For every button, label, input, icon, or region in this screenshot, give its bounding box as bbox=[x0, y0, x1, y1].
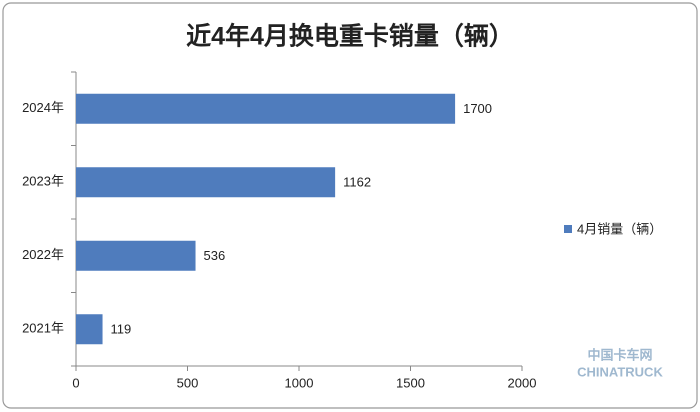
chart-title: 近4年4月换电重卡销量（辆） bbox=[186, 22, 514, 51]
data-label: 1162 bbox=[343, 175, 371, 190]
legend-swatch bbox=[564, 225, 572, 233]
x-tick-label: 2000 bbox=[508, 375, 537, 390]
bar bbox=[76, 93, 456, 124]
legend-label: 4月销量（辆） bbox=[577, 221, 662, 236]
bar bbox=[76, 314, 103, 345]
bar bbox=[76, 167, 336, 198]
bar bbox=[76, 240, 196, 271]
data-label: 1700 bbox=[463, 101, 492, 116]
y-tick-label: 2021年 bbox=[22, 321, 64, 336]
y-tick-label: 2022年 bbox=[22, 247, 64, 262]
x-tick-label: 500 bbox=[177, 375, 199, 390]
y-tick-label: 2023年 bbox=[22, 174, 64, 189]
x-tick-label: 1000 bbox=[285, 375, 314, 390]
x-tick-label: 1500 bbox=[396, 375, 425, 390]
watermark: CHINATRUCK bbox=[577, 364, 663, 379]
x-tick-label: 0 bbox=[72, 375, 79, 390]
data-label: 536 bbox=[204, 248, 226, 263]
y-tick-label: 2024年 bbox=[22, 100, 64, 115]
data-label: 119 bbox=[111, 322, 132, 337]
watermark: 中国卡车网 bbox=[587, 347, 652, 362]
